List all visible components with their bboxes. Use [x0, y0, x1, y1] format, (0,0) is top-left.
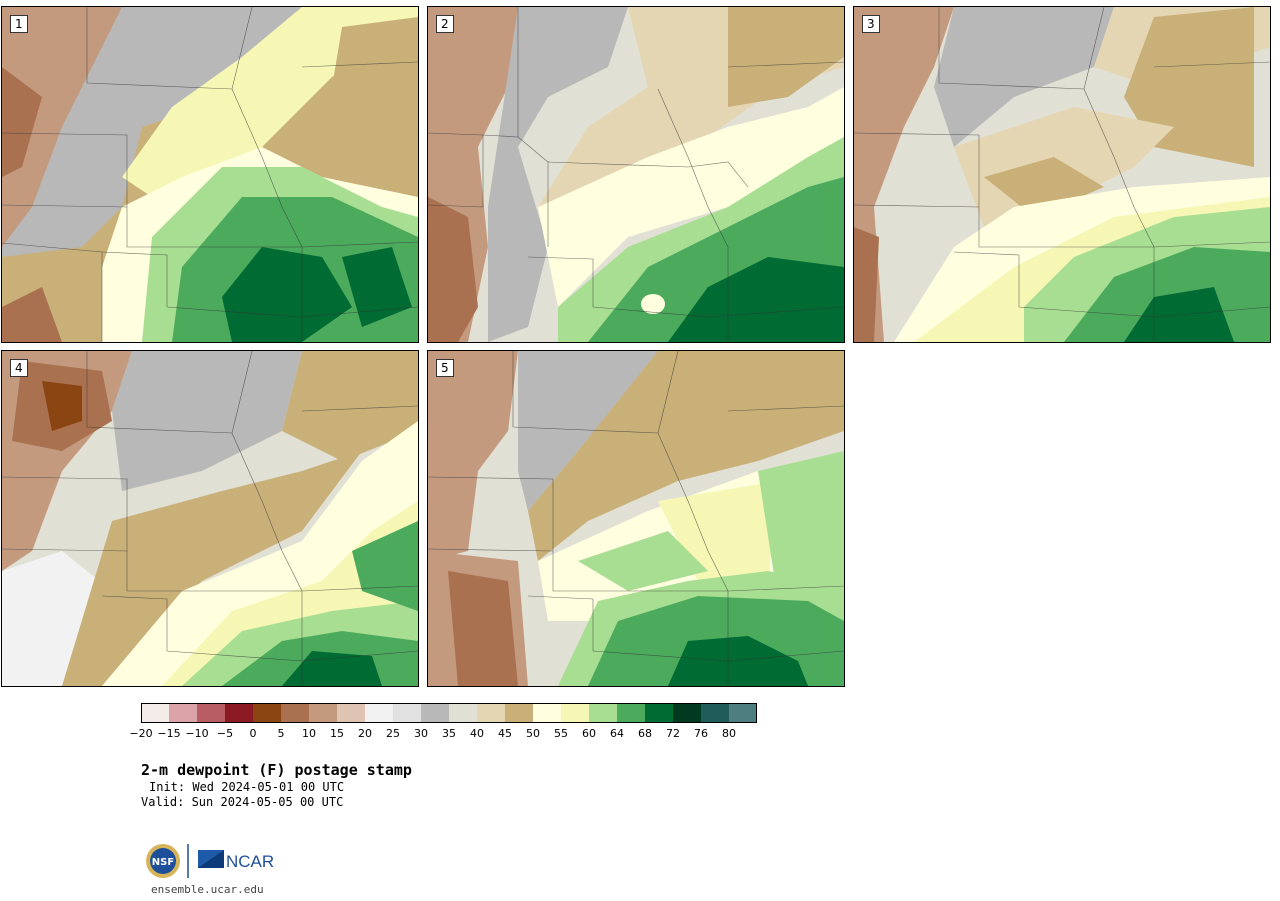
colorbar-swatch — [197, 703, 225, 723]
colorbar-tick-label: −15 — [157, 727, 181, 740]
colorbar-swatch — [505, 703, 533, 723]
colorbar-swatch — [533, 703, 561, 723]
svg-text:NCAR: NCAR — [226, 852, 274, 871]
site-url: ensemble.ucar.edu — [151, 883, 264, 896]
map-panel-2: 2 — [427, 6, 845, 343]
colorbar-swatch — [645, 703, 673, 723]
colorbar-swatch — [225, 703, 253, 723]
colorbar-border — [141, 703, 757, 723]
colorbar-swatch — [393, 703, 421, 723]
colorbar-tick-label: 50 — [526, 727, 540, 740]
nsf-logo-icon: NSF — [146, 844, 180, 878]
colorbar — [141, 703, 757, 723]
colorbar-swatch — [617, 703, 645, 723]
colorbar-tick-label: 15 — [330, 727, 344, 740]
colorbar-swatch — [309, 703, 337, 723]
dewpoint-field — [2, 351, 418, 686]
colorbar-tick-label: −10 — [185, 727, 209, 740]
colorbar-tick-label: 76 — [694, 727, 708, 740]
dewpoint-field — [428, 351, 844, 686]
dewpoint-field — [428, 7, 844, 342]
dewpoint-field — [2, 7, 418, 342]
plot-title: 2-m dewpoint (F) postage stamp — [141, 761, 412, 779]
colorbar-swatch — [281, 703, 309, 723]
colorbar-swatch — [589, 703, 617, 723]
colorbar-tick-label: 60 — [582, 727, 596, 740]
colorbar-swatch — [729, 703, 757, 723]
colorbar-tick-label: −5 — [216, 727, 234, 740]
colorbar-tick-label: 64 — [610, 727, 624, 740]
colorbar-swatch — [477, 703, 505, 723]
colorbar-tick-label: 80 — [722, 727, 736, 740]
colorbar-tick-label: 25 — [386, 727, 400, 740]
valid-time: Valid: Sun 2024-05-05 00 UTC — [141, 795, 344, 809]
colorbar-tick-label: 40 — [470, 727, 484, 740]
colorbar-swatch — [141, 703, 169, 723]
colorbar-tick-label: 5 — [277, 727, 285, 740]
map-panel-1: 1 — [1, 6, 419, 343]
svg-text:NSF: NSF — [152, 857, 174, 868]
colorbar-tick-label: 0 — [249, 727, 257, 740]
colorbar-tick-label: −20 — [129, 727, 153, 740]
init-time: Init: Wed 2024-05-01 00 UTC — [149, 780, 345, 794]
nsf-ncar-logo: NSF NCAR — [146, 844, 274, 878]
panel-number: 5 — [436, 359, 454, 377]
colorbar-tick-label: 72 — [666, 727, 680, 740]
dewpoint-field — [854, 7, 1270, 342]
colorbar-tick-label: 30 — [414, 727, 428, 740]
colorbar-swatch — [365, 703, 393, 723]
colorbar-tick-label: 20 — [358, 727, 372, 740]
colorbar-swatch — [701, 703, 729, 723]
colorbar-tick-label: 45 — [498, 727, 512, 740]
colorbar-swatch — [561, 703, 589, 723]
map-panel-5: 5 — [427, 350, 845, 687]
colorbar-swatch — [253, 703, 281, 723]
colorbar-tick-labels: −20 −15 −10 −5 0 5 10 15 20 25 30 35 40 45 50 55 60 64 68 7… — [129, 727, 781, 741]
panel-number: 4 — [10, 359, 28, 377]
colorbar-swatch — [673, 703, 701, 723]
colorbar-tick-label: 35 — [442, 727, 456, 740]
colorbar-swatch — [337, 703, 365, 723]
panel-number: 1 — [10, 15, 28, 33]
panel-number: 3 — [862, 15, 880, 33]
map-panel-3: 3 — [853, 6, 1271, 343]
colorbar-tick-label: 55 — [554, 727, 568, 740]
map-panel-4: 4 — [1, 350, 419, 687]
colorbar-tick-label: 68 — [638, 727, 652, 740]
ncar-logo-icon: NCAR — [198, 850, 274, 871]
colorbar-swatch — [169, 703, 197, 723]
colorbar-tick-label: 10 — [302, 727, 316, 740]
panel-number: 2 — [436, 15, 454, 33]
colorbar-swatch — [421, 703, 449, 723]
colorbar-swatch — [449, 703, 477, 723]
